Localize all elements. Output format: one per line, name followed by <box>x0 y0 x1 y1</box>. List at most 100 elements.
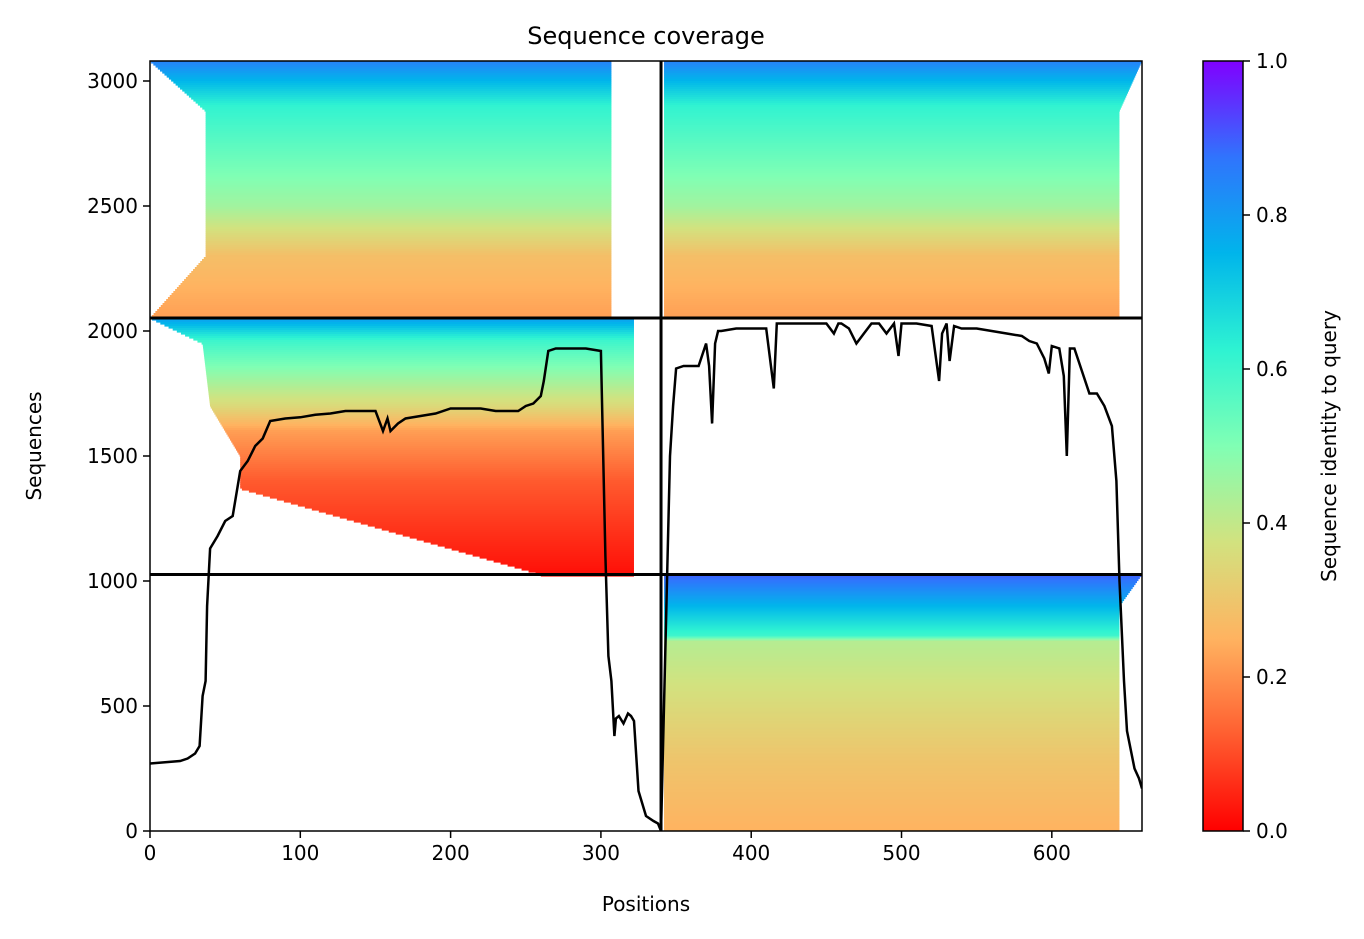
sequence-row <box>664 680 1120 684</box>
sequence-row <box>205 223 612 226</box>
sequence-row <box>151 315 612 318</box>
sequence-row <box>276 498 634 501</box>
sequence-row <box>664 744 1120 748</box>
sequence-row <box>205 115 612 118</box>
sequence-row <box>664 211 1120 214</box>
sequence-row <box>664 758 1120 762</box>
sequence-row <box>211 408 634 411</box>
sequence-row <box>664 71 1138 74</box>
sequence-row <box>191 97 612 100</box>
sequence-row <box>664 303 1120 306</box>
sequence-row <box>664 816 1120 820</box>
sequence-row <box>664 181 1120 184</box>
sequence-row <box>664 826 1120 830</box>
sequence-row <box>240 468 634 471</box>
sequence-row <box>205 149 612 152</box>
sequence-row <box>176 330 634 333</box>
y-tick-label: 2500 <box>87 194 138 218</box>
sequence-row <box>664 662 1120 666</box>
sequence-row <box>664 704 1120 708</box>
sequence-row <box>205 161 612 164</box>
sequence-row <box>194 267 612 270</box>
sequence-row <box>664 794 1120 798</box>
sequence-row <box>204 360 634 363</box>
sequence-row <box>423 540 634 543</box>
sequence-row <box>664 622 1120 626</box>
sequence-row <box>664 668 1120 672</box>
sequence-row <box>664 265 1120 268</box>
sequence-row <box>664 175 1120 178</box>
sequence-row <box>155 65 612 68</box>
sequence-row <box>664 79 1134 82</box>
sequence-row <box>166 75 612 78</box>
sequence-row <box>346 518 634 521</box>
sequence-row <box>507 564 634 567</box>
sequence-row <box>205 251 612 254</box>
sequence-row <box>664 103 1123 106</box>
sequence-row <box>180 332 634 335</box>
sequence-row <box>209 400 634 403</box>
sequence-row <box>205 227 612 230</box>
sequence-row <box>240 486 634 489</box>
sequence-row <box>290 502 634 505</box>
sequence-row <box>664 243 1120 246</box>
sequence-row <box>664 818 1120 822</box>
sequence-row <box>664 632 1120 636</box>
sequence-row <box>664 63 1141 66</box>
sequence-row <box>213 410 634 413</box>
sequence-row <box>664 764 1120 768</box>
sequence-row <box>214 412 634 415</box>
sequence-row <box>209 402 634 405</box>
sequence-row <box>262 494 634 497</box>
sequence-row <box>318 510 634 513</box>
sequence-row <box>664 221 1120 224</box>
colorbar-tick-label: 0.2 <box>1256 665 1288 689</box>
sequence-row <box>664 261 1120 264</box>
sequence-row <box>664 732 1120 736</box>
sequence-row <box>444 546 634 549</box>
sequence-row <box>664 167 1120 170</box>
sequence-row <box>205 111 612 114</box>
sequence-row <box>664 187 1120 190</box>
sequence-row <box>664 748 1120 752</box>
sequence-row <box>664 279 1120 282</box>
sequence-row <box>240 472 634 475</box>
y-tick-label: 1000 <box>87 569 138 593</box>
sequence-row <box>189 336 634 339</box>
y-axis: 0 500 1000 1500 2000 2500 3000 <box>87 69 150 843</box>
sequence-row <box>664 155 1120 158</box>
sequence-row <box>664 145 1120 148</box>
sequence-row <box>205 183 612 186</box>
sequence-row <box>664 724 1120 728</box>
sequence-row <box>664 634 1120 638</box>
sequence-row <box>664 147 1120 150</box>
sequence-row <box>664 313 1120 316</box>
sequence-row <box>664 217 1120 220</box>
sequence-row <box>196 265 612 268</box>
colorbar-tick-label: 0.6 <box>1256 357 1288 381</box>
sequence-row <box>240 480 634 483</box>
sequence-row <box>664 814 1120 818</box>
sequence-row <box>193 99 612 102</box>
x-tick-label: 500 <box>882 841 920 865</box>
sequence-row <box>664 263 1120 266</box>
sequence-row <box>205 253 612 256</box>
block-separators <box>150 61 1142 831</box>
colorbar-tick-label: 0.0 <box>1256 819 1288 843</box>
sequence-row <box>664 297 1120 300</box>
sequence-row <box>664 185 1120 188</box>
sequence-row <box>158 307 612 310</box>
sequence-row <box>206 372 634 375</box>
sequence-row <box>664 650 1120 654</box>
sequence-row <box>664 766 1120 770</box>
sequence-row <box>191 271 612 274</box>
sequence-row <box>184 279 612 282</box>
sequence-row <box>664 626 1120 630</box>
sequence-row <box>664 137 1120 140</box>
sequence-row <box>664 73 1137 76</box>
sequence-row <box>217 418 634 421</box>
sequence-row <box>664 776 1120 780</box>
y-axis-label: Sequences <box>22 391 46 500</box>
colorbar-tick-label: 0.4 <box>1256 511 1288 535</box>
sequence-row <box>240 466 634 469</box>
